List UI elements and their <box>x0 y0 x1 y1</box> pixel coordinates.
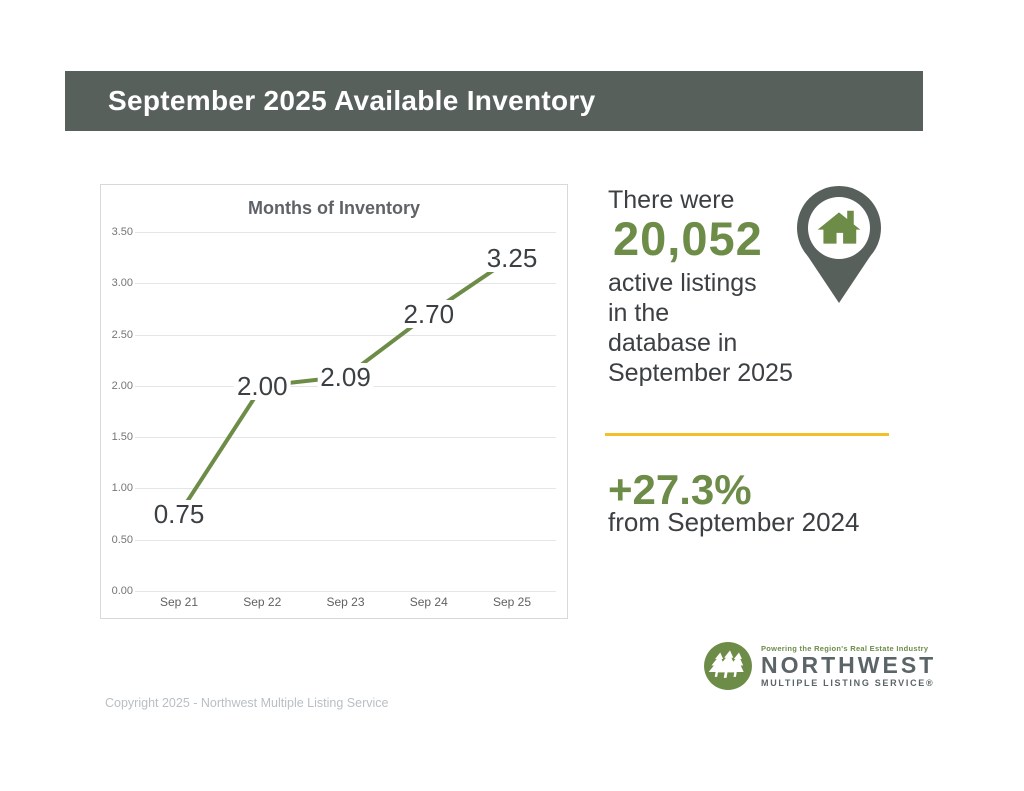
logo-subname: MULTIPLE LISTING SERVICE® <box>761 678 935 688</box>
data-point-label: 0.75 <box>150 500 208 529</box>
y-axis-tick-label: 0.00 <box>111 585 133 597</box>
percent-change-value: +27.3% <box>608 466 752 513</box>
yellow-divider-line <box>605 433 889 436</box>
x-axis-tick-label: Sep 23 <box>326 595 365 609</box>
data-point-label: 2.00 <box>233 371 291 400</box>
stat-description-line: database in <box>608 329 738 357</box>
y-gridline <box>135 591 556 592</box>
y-gridline <box>135 437 556 439</box>
data-point-label: 2.09 <box>317 362 374 391</box>
x-axis-tick-label: Sep 22 <box>243 595 282 609</box>
y-axis-tick-label: 1.00 <box>111 482 133 495</box>
nwmls-logo-text: Powering the Region's Real Estate Indust… <box>761 641 936 688</box>
y-gridline <box>135 283 556 285</box>
y-axis-tick-label: 0.50 <box>111 533 133 546</box>
x-axis-tick-label: Sep 25 <box>492 595 532 609</box>
y-gridline <box>135 539 556 541</box>
nwmls-trees-icon <box>703 641 753 696</box>
y-gridline <box>135 488 556 490</box>
stat-description-line: active listings <box>608 269 757 297</box>
x-axis-tick-label: Sep 21 <box>159 595 199 609</box>
y-axis-tick-label: 2.00 <box>111 379 133 392</box>
stat-description: active listings in the database in Septe… <box>608 268 793 388</box>
y-axis-tick-label: 3.50 <box>111 226 133 238</box>
copyright-text: Copyright 2025 - Northwest Multiple List… <box>105 696 389 710</box>
chart-title: Months of Inventory <box>248 198 420 218</box>
page-title: September 2025 Available Inventory <box>108 85 596 116</box>
data-point-label: 3.25 <box>483 243 541 272</box>
y-gridline <box>135 232 556 233</box>
percent-change-description: from September 2024 <box>608 507 860 537</box>
nwmls-logo: Powering the Region's Real Estate Indust… <box>703 641 936 696</box>
stat-intro-text: There were <box>608 186 735 214</box>
header-banner: September 2025 Available Inventory <box>65 71 923 131</box>
data-point-label: 2.70 <box>400 300 458 329</box>
months-of-inventory-chart: Months of Inventory 0.00 0.50 1.00 1.50 2.00… <box>100 184 568 619</box>
logo-tagline: Powering the Region's Real Estate Indust… <box>761 644 929 653</box>
active-listings-count: 20,052 <box>613 212 763 265</box>
stat-description-line: September 2025 <box>608 359 793 387</box>
x-axis-tick-label: Sep 24 <box>409 595 448 609</box>
y-axis-tick-label: 1.50 <box>111 431 133 444</box>
y-axis-tick-label: 3.00 <box>111 277 133 290</box>
y-axis-tick-label: 2.50 <box>111 328 133 341</box>
logo-name: NORTHWEST <box>761 652 937 678</box>
y-gridline <box>135 334 556 336</box>
map-pin-house-icon <box>793 183 885 310</box>
stat-description-line: in the <box>608 299 670 327</box>
